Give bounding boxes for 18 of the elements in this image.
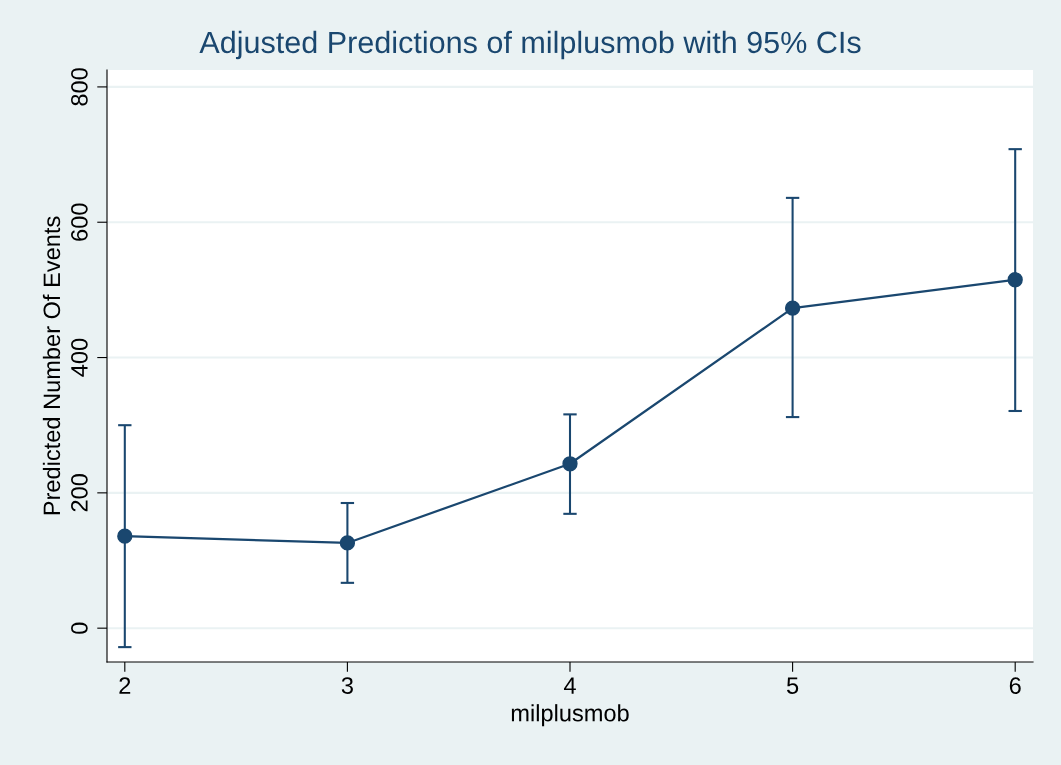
x-tick-label: 5 (786, 677, 799, 694)
y-tick-label: 0 (71, 622, 88, 634)
chart-title: Adjusted Predictions of milplusmob with 95% CIs (199, 30, 861, 60)
y-tick-label: 600 (71, 203, 88, 241)
x-tick-label: 2 (119, 677, 131, 694)
point (117, 528, 133, 544)
point (562, 456, 578, 472)
x-tick-label: 3 (341, 677, 353, 694)
point (784, 300, 801, 316)
y-axis-title: Predicted Number Of Events (42, 216, 61, 515)
y-tick-label: 200 (71, 474, 88, 512)
point (1007, 272, 1023, 288)
x-tick-label: 6 (1009, 677, 1021, 694)
x-tick-label: 4 (563, 677, 576, 694)
y-tick-label: 800 (71, 68, 88, 106)
x-axis-title: milplusmob (511, 704, 629, 727)
y-tick-label: 400 (71, 338, 88, 377)
point (339, 535, 356, 551)
